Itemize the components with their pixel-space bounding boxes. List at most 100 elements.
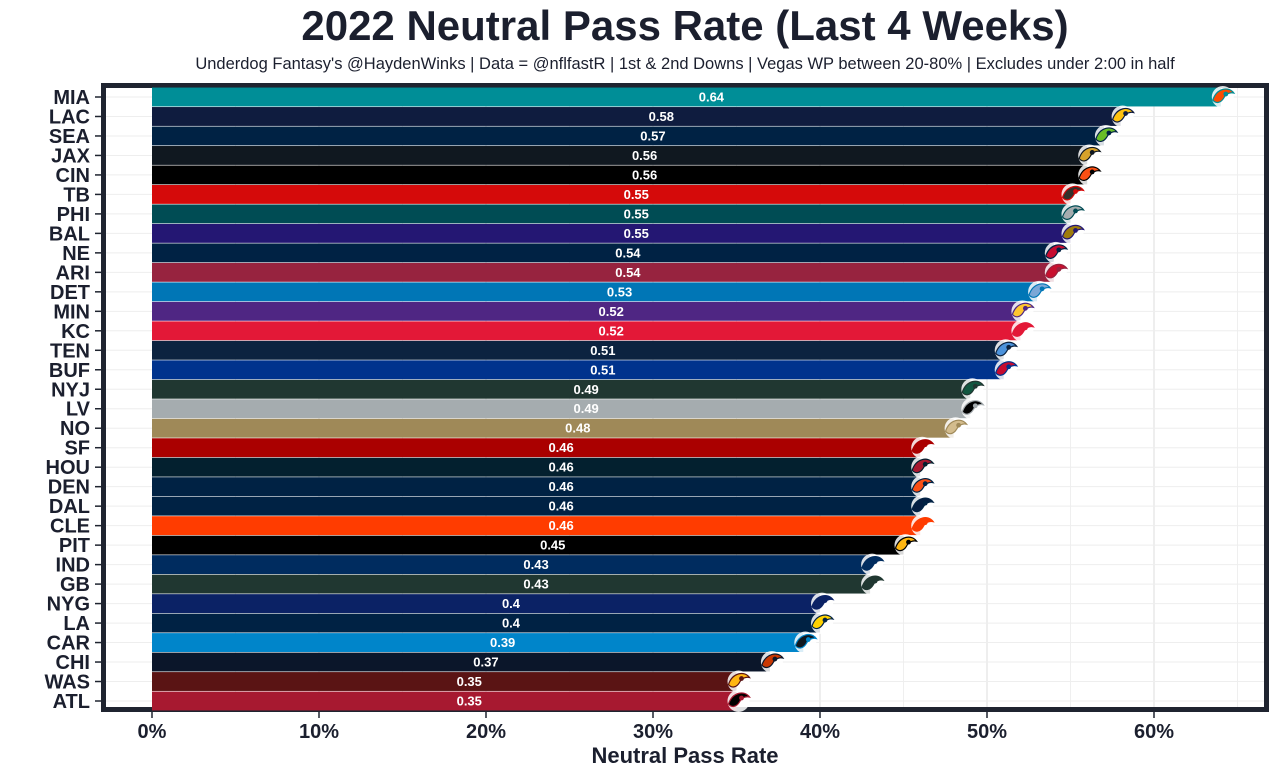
- x-axis-ticks: 0% 10% 20% 30% 40% 50% 60%: [95, 96, 1174, 743]
- logo-accent: [972, 403, 978, 409]
- logo-accent: [922, 520, 928, 526]
- y-tick-label: PIT: [59, 535, 90, 557]
- bar-min: [152, 301, 1021, 321]
- bar-value-label: 0.58: [649, 109, 674, 124]
- logo-accent: [906, 539, 911, 545]
- colts-horseshoe-logo: [861, 553, 885, 576]
- bar-value-label: 0.56: [632, 148, 657, 163]
- bar-jax: [152, 146, 1088, 165]
- bar-value-label: 0.55: [624, 226, 649, 241]
- cowboys-star-logo: [911, 495, 935, 518]
- logo-accent: [1056, 247, 1062, 253]
- y-tick-label: LAC: [49, 106, 90, 128]
- texans-logo: [911, 456, 935, 479]
- logo-accent: [1006, 344, 1012, 350]
- logo-accent: [1089, 169, 1095, 175]
- logo-accent: [922, 461, 928, 467]
- bar-atl: [152, 691, 737, 711]
- y-tick-label: ARI: [56, 262, 90, 284]
- y-tick-label: IND: [56, 555, 90, 577]
- logo-accent: [1223, 91, 1229, 97]
- bar-value-label: 0.57: [640, 128, 665, 143]
- chargers-bolt-logo: [1111, 105, 1136, 128]
- bar-value-label: 0.48: [565, 421, 590, 436]
- chiefs-logo: [1011, 319, 1035, 342]
- bar-chi: [152, 652, 770, 672]
- logo-accent: [739, 695, 744, 701]
- y-tick-label: DET: [50, 282, 90, 304]
- y-tick-label: MIN: [53, 301, 90, 323]
- bar-value-label: 0.55: [624, 187, 649, 202]
- logo-accent: [972, 383, 978, 389]
- cardinals-logo: [1044, 261, 1069, 284]
- bar-value-label: 0.49: [573, 401, 598, 416]
- logo-accent: [822, 617, 828, 623]
- x-tick-label: 20%: [466, 721, 506, 743]
- y-tick-label: CIN: [56, 165, 90, 187]
- bars: 0.64 MIA 0.58 LAC 0.57 SEA 0.56 JAX 0.56 CIN 0.55 T…: [44, 87, 1221, 713]
- y-tick-label: DAL: [49, 496, 90, 518]
- bar-sea: [152, 126, 1104, 146]
- x-tick-label: 10%: [299, 721, 339, 743]
- bar-bal: [152, 223, 1071, 243]
- seahawks-logo: [1094, 124, 1119, 147]
- bar-value-label: 0.64: [699, 90, 725, 105]
- bar-tb: [152, 184, 1071, 204]
- y-tick-label: MIA: [53, 87, 90, 109]
- logo-accent: [1089, 150, 1095, 155]
- logo-accent: [1023, 305, 1028, 311]
- logo-accent: [1039, 286, 1045, 292]
- eagles-logo: [1061, 202, 1085, 225]
- team-logos: [727, 86, 1236, 712]
- patriots-logo: [1044, 241, 1069, 264]
- chart-subtitle: Underdog Fantasy's @HaydenWinks | Data =…: [195, 55, 1175, 73]
- bar-gb: [152, 574, 871, 594]
- giants-ny-logo: [811, 592, 835, 615]
- y-tick-label: JAX: [51, 145, 91, 167]
- logo-accent: [1056, 266, 1062, 272]
- bar-no: [152, 418, 954, 438]
- logo-accent: [822, 598, 828, 603]
- bills-logo: [994, 358, 1019, 381]
- y-tick-label: SEA: [49, 126, 90, 148]
- bar-nyj: [152, 379, 971, 399]
- y-tick-label: NE: [62, 243, 90, 265]
- bar-value-label: 0.56: [632, 167, 657, 182]
- bar-value-label: 0.54: [615, 245, 641, 260]
- x-tick-label: 50%: [967, 721, 1007, 743]
- saints-logo: [944, 417, 969, 440]
- packers-logo: [861, 573, 885, 596]
- y-tick-label: NYJ: [51, 379, 90, 401]
- chart-title: 2022 Neutral Pass Rate (Last 4 Weeks): [301, 2, 1069, 49]
- bar-ari: [152, 262, 1054, 282]
- bar-value-label: 0.52: [599, 304, 624, 319]
- bengals-logo: [1078, 163, 1102, 186]
- bar-nyg: [152, 594, 820, 614]
- x-tick-label: 60%: [1134, 721, 1174, 743]
- bar-ind: [152, 555, 871, 575]
- bar-value-label: 0.37: [473, 655, 498, 670]
- bar-phi: [152, 204, 1071, 224]
- x-tick-label: 40%: [800, 721, 840, 743]
- bar-value-label: 0.51: [590, 343, 615, 358]
- ravens-logo: [1061, 222, 1085, 245]
- logo-accent: [1123, 111, 1128, 116]
- bar-value-label: 0.39: [490, 635, 515, 650]
- x-axis-label: Neutral Pass Rate: [591, 743, 779, 768]
- logo-accent: [1106, 130, 1112, 136]
- y-tick-label: PHI: [57, 204, 90, 226]
- logo-accent: [1073, 189, 1078, 194]
- y-tick-label: NYG: [47, 594, 90, 616]
- logo-accent: [872, 578, 878, 584]
- logo-accent: [805, 637, 811, 642]
- y-tick-label: LV: [66, 399, 91, 421]
- y-tick-label: WAS: [44, 672, 90, 694]
- logo-accent: [922, 442, 928, 448]
- bar-cle: [152, 516, 921, 536]
- bar-ten: [152, 340, 1004, 360]
- y-tick-label: LA: [63, 613, 90, 635]
- dolphins-logo: [1211, 86, 1236, 108]
- bar-la: [152, 613, 820, 633]
- bar-value-label: 0.53: [607, 284, 632, 299]
